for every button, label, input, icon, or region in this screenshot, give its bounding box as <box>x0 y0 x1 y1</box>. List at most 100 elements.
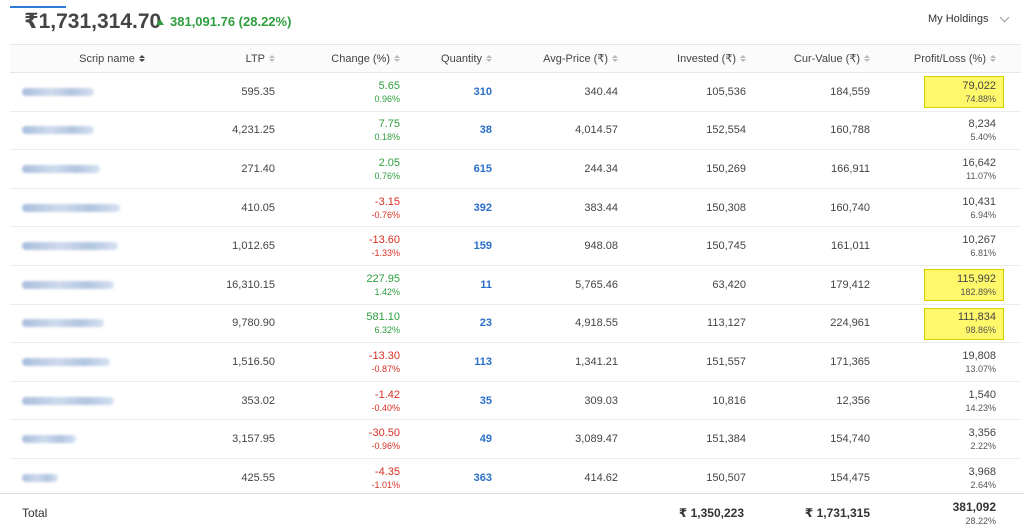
avg-price-cell: 383.44 <box>584 201 618 214</box>
invested-cell: 152,554 <box>706 124 746 137</box>
holdings-dropdown[interactable]: My Holdings <box>928 12 1009 25</box>
column-header-avg-price[interactable]: Avg-Price (₹) <box>510 45 618 72</box>
scrip-name-cell[interactable] <box>22 227 202 265</box>
table-row[interactable]: 16,310.15 227.95 1.42% 11 5,765.46 63,420 179,… <box>10 266 1021 305</box>
column-header-quantity[interactable]: Quantity <box>410 45 492 72</box>
profit-loss-cell: 79,022 74.88% <box>962 79 996 104</box>
total-row: Total ₹ 1,350,223 ₹ 1,731,315 381,092 28… <box>0 493 1024 532</box>
quantity-cell[interactable]: 11 <box>480 278 492 291</box>
scrip-name-cell[interactable] <box>22 305 202 343</box>
scrip-name-cell[interactable] <box>22 343 202 381</box>
scrip-name-redacted <box>22 126 94 135</box>
avg-price-cell: 414.62 <box>584 471 618 484</box>
table-row[interactable]: 425.55 -4.35 -1.01% 363 414.62 150,507 154,475… <box>10 459 1021 498</box>
change-cell: -3.15 -0.76% <box>371 195 400 220</box>
profit-loss-cell: 19,808 13.07% <box>962 349 996 374</box>
scrip-name-cell[interactable] <box>22 382 202 420</box>
table-row[interactable]: 3,157.95 -30.50 -0.96% 49 3,089.47 151,384 154… <box>10 420 1021 459</box>
table-row[interactable]: 1,012.65 -13.60 -1.33% 159 948.08 150,745 161,… <box>10 227 1021 266</box>
scrip-name-cell[interactable] <box>22 112 202 150</box>
change-cell: -4.35 -1.01% <box>371 465 400 490</box>
cur-value-cell: 171,365 <box>830 355 870 368</box>
sort-icon <box>864 55 870 62</box>
column-header-change[interactable]: Change (%) <box>300 45 400 72</box>
ltp-cell: 271.40 <box>241 162 275 175</box>
column-header-ltp[interactable]: LTP <box>205 45 275 72</box>
change-cell: -13.60 -1.33% <box>368 234 400 259</box>
scrip-name-cell[interactable] <box>22 189 202 227</box>
cur-value-cell: 166,911 <box>831 162 870 175</box>
table-row[interactable]: 9,780.90 581.10 6.32% 23 4,918.55 113,127 224,… <box>10 305 1021 344</box>
quantity-cell[interactable]: 38 <box>479 124 492 137</box>
change-cell: 5.65 0.96% <box>374 79 400 104</box>
quantity-cell[interactable]: 35 <box>479 394 492 407</box>
scrip-name-cell[interactable] <box>22 73 202 111</box>
table-row[interactable]: 271.40 2.05 0.76% 615 244.34 150,269 166,911 16… <box>10 150 1021 189</box>
invested-cell: 10,816 <box>712 394 746 407</box>
table-row[interactable]: 4,231.25 7.75 0.18% 38 4,014.57 152,554 160,78… <box>10 112 1021 151</box>
sort-icon <box>990 55 996 62</box>
quantity-cell[interactable]: 23 <box>479 317 492 330</box>
total-profit-loss: 381,092 <box>952 500 996 514</box>
invested-cell: 151,384 <box>706 433 746 446</box>
profit-loss-cell: 3,968 2.64% <box>968 465 996 490</box>
ltp-cell: 1,012.65 <box>232 240 275 253</box>
sort-icon <box>138 55 145 62</box>
avg-price-cell: 5,765.46 <box>575 278 618 291</box>
avg-price-cell: 309.03 <box>584 394 618 407</box>
quantity-cell[interactable]: 49 <box>479 433 492 446</box>
ltp-cell: 16,310.15 <box>226 278 275 291</box>
cur-value-cell: 154,740 <box>830 433 870 446</box>
up-arrow-icon <box>156 18 164 25</box>
cur-value-cell: 160,788 <box>830 124 870 137</box>
invested-cell: 151,557 <box>706 355 746 368</box>
quantity-cell[interactable]: 113 <box>474 355 492 368</box>
scrip-name-cell[interactable] <box>22 266 202 304</box>
avg-price-cell: 1,341.21 <box>575 355 618 368</box>
active-tab-indicator <box>10 6 66 8</box>
ltp-cell: 595.35 <box>241 85 275 98</box>
column-header-scrip-name[interactable]: Scrip name <box>22 45 202 72</box>
chevron-down-icon <box>999 12 1009 22</box>
ltp-cell: 410.05 <box>241 201 275 214</box>
total-profit-loss-pct: 28.22% <box>965 516 996 526</box>
scrip-name-redacted <box>22 280 114 289</box>
total-invested: ₹ 1,350,223 <box>678 506 744 520</box>
scrip-name-cell[interactable] <box>22 459 202 497</box>
scrip-name-redacted <box>22 357 110 366</box>
ltp-cell: 1,516.50 <box>232 355 275 368</box>
avg-price-cell: 948.08 <box>584 240 618 253</box>
cur-value-cell: 160,740 <box>830 201 870 214</box>
column-header-cur-value[interactable]: Cur-Value (₹) <box>770 45 870 72</box>
invested-cell: 113,127 <box>707 317 746 330</box>
sort-icon <box>740 55 746 62</box>
avg-price-cell: 340.44 <box>584 85 618 98</box>
ltp-cell: 3,157.95 <box>232 433 275 446</box>
column-header-invested[interactable]: Invested (₹) <box>640 45 746 72</box>
change-cell: 227.95 1.42% <box>366 272 400 297</box>
scrip-name-cell[interactable] <box>22 420 202 458</box>
ltp-cell: 353.02 <box>241 394 275 407</box>
quantity-cell[interactable]: 615 <box>473 162 492 175</box>
quantity-cell[interactable]: 159 <box>473 240 492 253</box>
quantity-cell[interactable]: 392 <box>473 201 492 214</box>
table-row[interactable]: 410.05 -3.15 -0.76% 392 383.44 150,308 160,740… <box>10 189 1021 228</box>
change-cell: 7.75 0.18% <box>374 118 400 143</box>
portfolio-header: ₹1,731,314.70 381,091.76 (28.22%) My Hol… <box>0 0 1024 44</box>
cur-value-cell: 179,412 <box>830 278 870 291</box>
quantity-cell[interactable]: 310 <box>473 85 492 98</box>
scrip-name-cell[interactable] <box>22 150 202 188</box>
profit-loss-cell: 16,642 11.07% <box>962 156 996 181</box>
change-cell: -30.50 -0.96% <box>368 427 400 452</box>
column-header-profit-loss[interactable]: Profit/Loss (%) <box>890 45 996 72</box>
quantity-cell[interactable]: 363 <box>473 471 492 484</box>
avg-price-cell: 244.34 <box>584 162 618 175</box>
avg-price-cell: 4,918.55 <box>575 317 618 330</box>
table-row[interactable]: 595.35 5.65 0.96% 310 340.44 105,536 184,559 79… <box>10 73 1021 112</box>
table-body: 595.35 5.65 0.96% 310 340.44 105,536 184,559 79… <box>10 73 1021 498</box>
table-row[interactable]: 353.02 -1.42 -0.40% 35 309.03 10,816 12,356 1,5… <box>10 382 1021 421</box>
cur-value-cell: 161,011 <box>831 240 870 253</box>
profit-loss-cell: 1,540 14.23% <box>965 388 996 413</box>
table-row[interactable]: 1,516.50 -13.30 -0.87% 113 1,341.21 151,557 17… <box>10 343 1021 382</box>
highlight-marker <box>924 268 1004 301</box>
